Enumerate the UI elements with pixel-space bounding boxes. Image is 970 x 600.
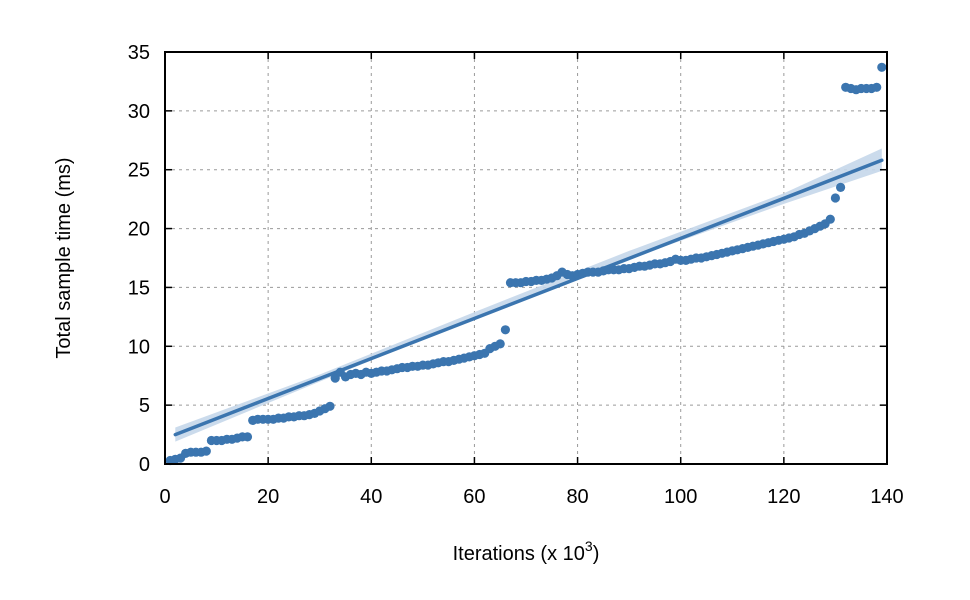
y-tick-label: 25 [128,160,150,182]
fit-line [173,158,884,437]
x-tick-label: 0 [159,486,170,508]
data-point [242,432,253,442]
y-tick-label: 35 [128,42,150,64]
x-axis-label-superscript: 3 [585,538,593,554]
x-tick-label: 140 [870,486,903,508]
x-tick-label: 60 [463,486,485,508]
x-tick-label: 80 [566,486,588,508]
x-tick-label: 40 [360,486,382,508]
data-point [825,214,835,224]
data-points [165,62,887,466]
x-axis-label-main: Iterations (x 10 [453,543,585,565]
x-axis-label-suffix: ) [593,543,600,565]
x-axis-label: Iterations (x 103) [453,538,600,565]
x-axis-ticks: 0 20 40 60 80 100 120 140 [159,52,904,508]
data-point [877,62,887,72]
fit-line-layer [173,158,884,437]
data-point [872,82,882,92]
y-tick-label: 0 [139,454,150,476]
x-tick-label: 100 [664,486,697,508]
x-tick-label: 20 [257,486,279,508]
confidence-band [175,148,882,442]
plot-frame [164,51,888,465]
data-point [500,325,510,335]
y-tick-label: 30 [128,101,150,123]
y-tick-label: 15 [128,277,150,299]
confidence-band-area [175,148,882,442]
y-tick-label: 10 [128,336,150,358]
y-tick-label: 5 [139,395,150,417]
x-tick-label: 120 [767,486,800,508]
data-point [495,339,505,349]
y-axis-label: Total sample time (ms) [53,157,75,358]
y-tick-label: 20 [128,219,150,241]
y-axis-ticks: 0 5 10 15 20 25 30 35 [128,42,887,476]
data-point [830,193,841,203]
data-point [325,401,335,411]
grid [165,52,887,464]
data-point [201,446,211,456]
data-point [836,182,846,192]
